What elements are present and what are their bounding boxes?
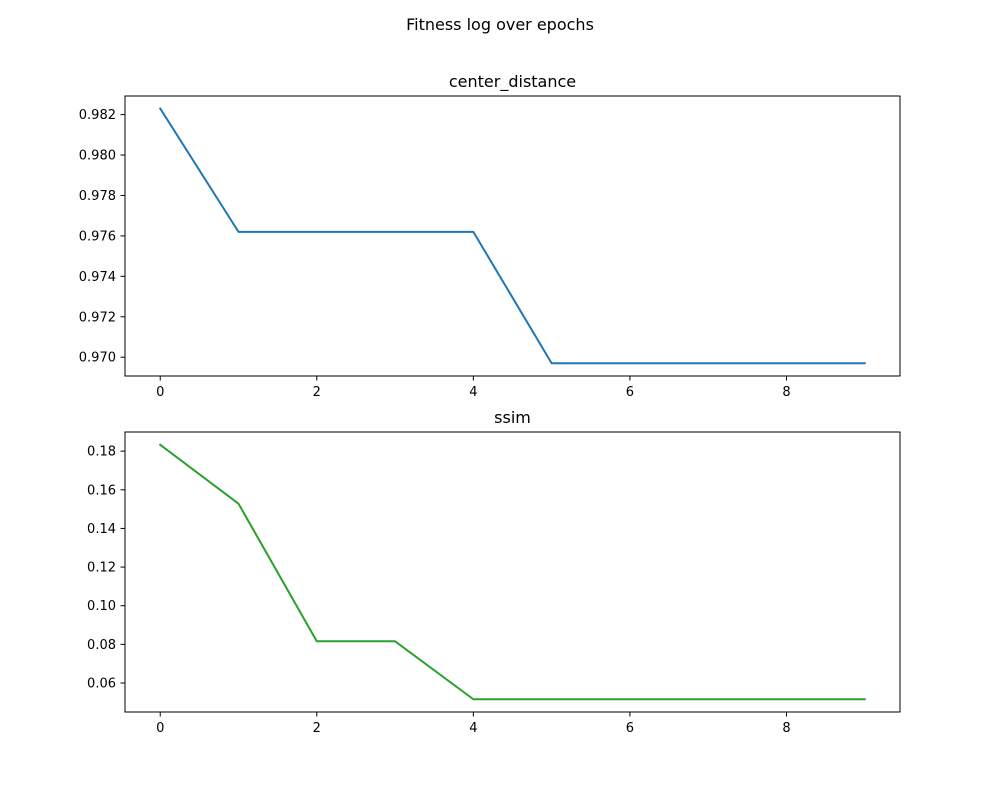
y-tick-label-center-distance: 0.980 bbox=[79, 149, 116, 164]
y-tick-label-ssim: 0.16 bbox=[87, 483, 116, 498]
series-line-ssim bbox=[158, 443, 866, 701]
figure-title: Fitness log over epochs bbox=[406, 15, 594, 34]
y-tick-label-ssim: 0.18 bbox=[87, 445, 116, 460]
y-tick-label-center-distance: 0.976 bbox=[79, 229, 116, 244]
subplot-center-distance: center_distance 0 2 4 6 8 0.970 0.972 0.974 0.976… bbox=[79, 72, 901, 400]
y-tick-label-ssim: 0.10 bbox=[87, 599, 116, 614]
subplot-ssim: ssim 0 2 4 6 8 0.06 0.08 0.10 0.12 0.14 0.16 0.18 bbox=[87, 408, 901, 736]
subplot-title-ssim: ssim bbox=[494, 408, 531, 427]
y-tick-label-center-distance: 0.972 bbox=[79, 310, 116, 325]
y-tick-label-center-distance: 0.978 bbox=[79, 189, 116, 204]
x-tick-label-ssim: 4 bbox=[469, 721, 477, 736]
y-tick-label-center-distance: 0.982 bbox=[79, 108, 116, 123]
axes-frame-ssim bbox=[124, 431, 901, 713]
x-tick-label-center-distance: 2 bbox=[313, 385, 321, 400]
x-tick-label-center-distance: 4 bbox=[469, 385, 477, 400]
x-tick-label-center-distance: 8 bbox=[782, 385, 790, 400]
series-line-center-distance bbox=[158, 107, 866, 365]
axes-frame-center-distance bbox=[124, 95, 901, 377]
x-tick-label-ssim: 0 bbox=[156, 721, 164, 736]
x-tick-label-ssim: 6 bbox=[626, 721, 634, 736]
x-tick-label-ssim: 8 bbox=[782, 721, 790, 736]
y-tick-label-ssim: 0.14 bbox=[87, 522, 116, 537]
y-tick-label-ssim: 0.12 bbox=[87, 561, 116, 576]
y-tick-label-center-distance: 0.974 bbox=[79, 270, 116, 285]
x-tick-label-center-distance: 0 bbox=[156, 385, 164, 400]
y-tick-label-ssim: 0.06 bbox=[87, 677, 116, 692]
x-tick-label-center-distance: 6 bbox=[626, 385, 634, 400]
x-tick-label-ssim: 2 bbox=[313, 721, 321, 736]
y-tick-label-ssim: 0.08 bbox=[87, 638, 116, 653]
y-tick-label-center-distance: 0.970 bbox=[79, 351, 116, 366]
subplot-title-center-distance: center_distance bbox=[449, 72, 576, 92]
